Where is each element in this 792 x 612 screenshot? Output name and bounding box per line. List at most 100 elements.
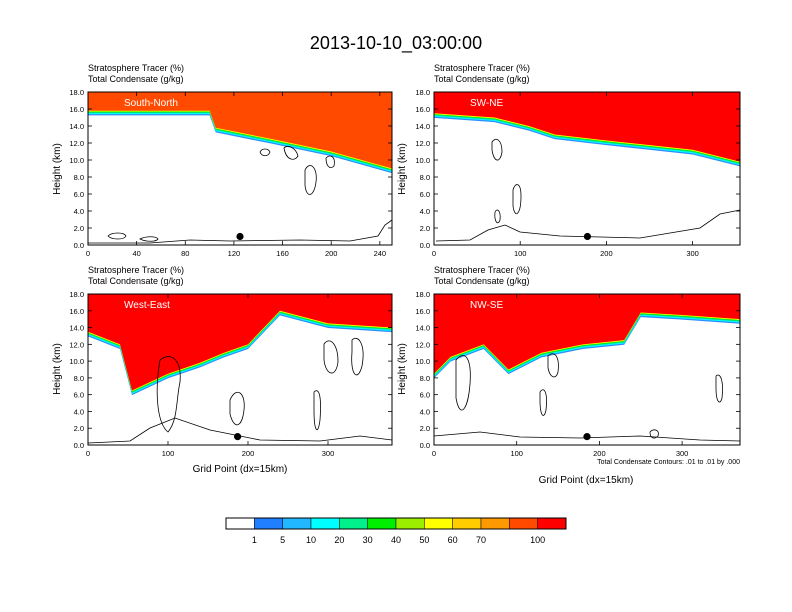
location-marker [583, 433, 591, 441]
condensate-contour [547, 353, 559, 378]
x-tick-label: 300 [676, 449, 689, 458]
y-tick-label: 6.0 [420, 391, 430, 400]
panel-header-line2: Total Condensate (g/kg) [434, 74, 530, 84]
y-tick-label: 2.0 [74, 424, 84, 433]
condensate-contour [304, 165, 317, 195]
panel-xlabel: Grid Point (dx=15km) [193, 464, 288, 475]
y-tick-label: 6.0 [420, 190, 430, 199]
panel-ylabel: Height (km) [52, 343, 63, 395]
panel-plot-west-east: West-East 0.0 2.0 4.0 6.0 8.0 10.0 12.0 14.0 16.0… [69, 290, 393, 458]
condensate-contour [259, 148, 271, 157]
figure-title: 2013-10-10_03:00:00 [310, 33, 482, 54]
colorbar-swatch [254, 517, 283, 530]
colorbar-label: 60 [448, 535, 458, 545]
x-tick-label: 200 [600, 249, 613, 258]
y-tick-label: 4.0 [74, 407, 84, 416]
colorbar-label: 100 [530, 535, 545, 545]
y-tick-label: 16.0 [69, 307, 84, 316]
panel-header-line1: Stratosphere Tracer (%) [88, 265, 184, 275]
y-tick-label: 0.0 [74, 441, 84, 450]
panel-plot-sw-ne: SW-NE 0.0 2.0 4.0 6.0 8.0 10.0 12.0 14.0 16.0 18.0… [415, 88, 741, 258]
colorbar-swatch [339, 517, 368, 530]
plot-frame [433, 293, 741, 446]
y-tick-label: 18.0 [69, 88, 84, 97]
condensate-contour [491, 138, 503, 161]
x-tick-label: 100 [162, 449, 175, 458]
y-tick-label: 2.0 [74, 224, 84, 233]
y-tick-label: 18.0 [415, 290, 430, 299]
panel-plot-south-north: South-North 0.0 2.0 4.0 6.0 8.0 10.0 12.0 14.0 16… [69, 88, 393, 258]
condensate-contour [715, 374, 723, 403]
colorbar-label: 30 [363, 535, 373, 545]
x-tick-label: 80 [181, 249, 189, 258]
condensate-contour [434, 431, 740, 442]
x-tick-label: 120 [228, 249, 241, 258]
x-tick-label: 0 [86, 449, 90, 458]
y-tick-label: 18.0 [69, 290, 84, 299]
colorbar: 1 5 10 20 30 40 50 60 70 100 [225, 517, 567, 545]
panel-header-line1: Stratosphere Tracer (%) [434, 265, 530, 275]
condensate-contour [156, 356, 181, 433]
location-marker [583, 232, 592, 241]
colorbar-label: 40 [391, 535, 401, 545]
condensate-contour [649, 429, 659, 439]
panel-header-line1: Stratosphere Tracer (%) [434, 63, 530, 73]
condensate-contour [435, 209, 740, 242]
panel-header-line2: Total Condensate (g/kg) [88, 74, 184, 84]
condensate-contour [325, 155, 335, 168]
panel-label: SW-NE [470, 98, 503, 109]
x-tick-label: 300 [322, 449, 335, 458]
y-tick-label: 14.0 [69, 324, 84, 333]
y-tick-label: 4.0 [420, 207, 430, 216]
y-tick-label: 14.0 [415, 324, 430, 333]
x-tick-label: 240 [374, 249, 387, 258]
colorbar-swatch [452, 517, 482, 530]
panel-header-line2: Total Condensate (g/kg) [434, 276, 530, 286]
panel-label: West-East [124, 300, 170, 311]
x-tick-label: 300 [686, 249, 699, 258]
condensate-contour [229, 391, 245, 426]
colorbar-swatch [480, 517, 510, 530]
y-tick-label: 2.0 [420, 424, 430, 433]
y-tick-label: 6.0 [74, 391, 84, 400]
colorbar-swatch [509, 517, 538, 530]
y-tick-label: 14.0 [415, 122, 430, 131]
panel-ylabel: Height (km) [52, 143, 63, 195]
panel-header-line2: Total Condensate (g/kg) [88, 276, 184, 286]
colorbar-label: 20 [334, 535, 344, 545]
x-tick-label: 0 [432, 449, 436, 458]
x-tick-label: 200 [593, 449, 606, 458]
plot-interior [434, 294, 740, 442]
colorbar-swatch [282, 517, 312, 530]
y-tick-label: 8.0 [74, 374, 84, 383]
condensate-contour [313, 390, 321, 431]
y-tick-label: 6.0 [74, 190, 84, 199]
colorbar-swatch [537, 517, 567, 530]
y-tick-label: 12.0 [415, 340, 430, 349]
colorbar-swatch [395, 517, 425, 530]
panel-ylabel: Height (km) [397, 143, 408, 195]
x-tick-label: 40 [132, 249, 140, 258]
plot-interior [434, 92, 740, 242]
condensate-contour [139, 236, 159, 242]
y-tick-label: 8.0 [420, 374, 430, 383]
location-marker [234, 433, 242, 441]
condensate-contour [88, 417, 392, 444]
x-tick-label: 0 [86, 249, 90, 258]
y-tick-label: 4.0 [420, 407, 430, 416]
condensate-contour [107, 232, 127, 240]
plot-interior [88, 92, 392, 244]
y-tick-label: 2.0 [420, 224, 430, 233]
condensate-contour [323, 340, 339, 374]
panel-label: South-North [124, 98, 178, 109]
condensate-contour [351, 338, 364, 376]
colorbar-label: 1 [252, 535, 257, 545]
plot-interior [88, 294, 392, 444]
colorbar-label: 5 [280, 535, 285, 545]
colorbar-label: 50 [419, 535, 429, 545]
panel-south-north: Stratosphere Tracer (%) Total Condensate… [52, 63, 393, 258]
y-tick-label: 0.0 [420, 441, 430, 450]
panel-xlabel: Grid Point (dx=15km) [539, 475, 634, 486]
x-tick-label: 0 [432, 249, 436, 258]
